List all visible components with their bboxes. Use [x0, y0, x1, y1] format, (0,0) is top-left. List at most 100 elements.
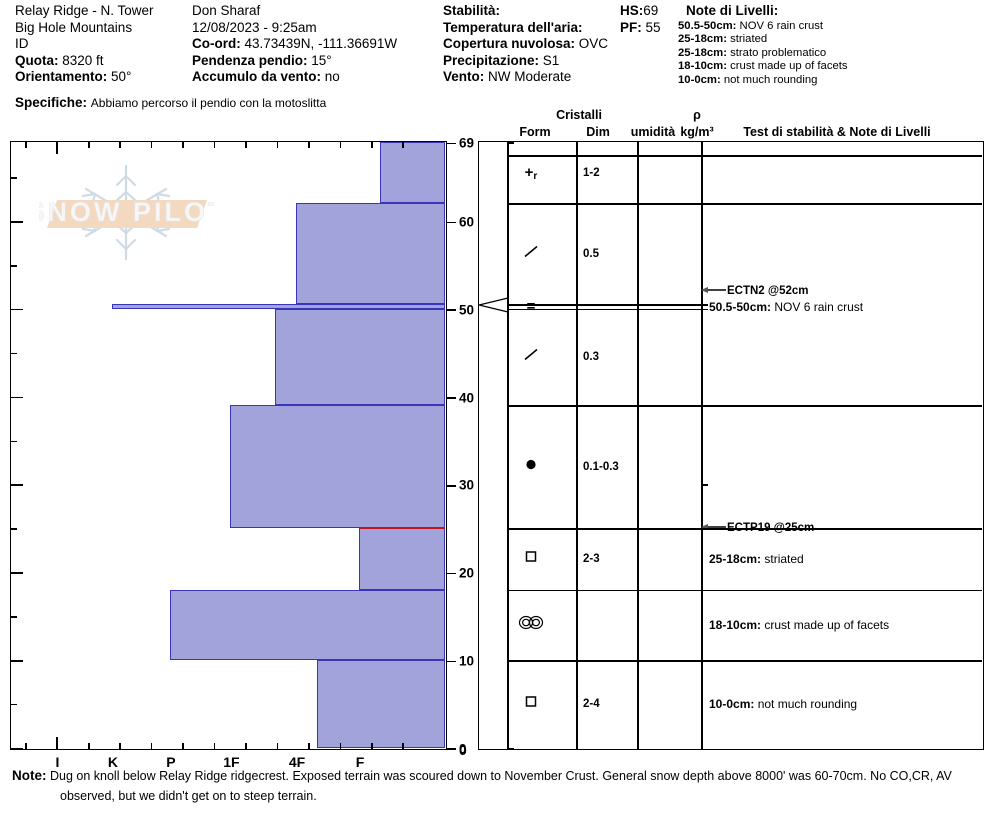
- site-name: Relay Ridge - N. Tower: [15, 3, 154, 18]
- header-comments-row: Specifiche: Abbiamo percorso il pendio c…: [15, 95, 326, 110]
- depth-axis-zero-label: 0: [459, 742, 467, 758]
- hardness-tick: [119, 142, 121, 148]
- precip-label: Precipitazione:: [443, 52, 540, 68]
- grain-form-icon: [523, 243, 539, 264]
- header-row: PF: 55: [620, 20, 661, 37]
- hardness-tick: [402, 142, 404, 148]
- notes-edge-tick: [701, 203, 708, 206]
- hardness-tick: [56, 142, 59, 154]
- notes-edge-tick: [701, 304, 708, 307]
- depth-axis-label: 50: [459, 302, 475, 318]
- sky-cover-label: Copertura nuvolosa:: [443, 36, 576, 52]
- observation-datetime: 12/08/2023 - 9:25am: [192, 19, 317, 35]
- header-row: Co-ord: 43.73439N, -111.36691W: [192, 36, 397, 53]
- sky-cover-value: OVC: [578, 36, 609, 52]
- hardness-tick: [402, 743, 404, 749]
- header-layer-notes: Note di Livelli: 50.5-50cm: NOV 6 rain c…: [678, 3, 848, 88]
- layer-note-item: 25-18cm: strato problematico: [678, 47, 848, 61]
- note-range: 10-0cm:: [678, 73, 721, 86]
- layer-note-text: NOV 6 rain crust: [774, 299, 864, 314]
- hardness-bar: [359, 528, 445, 590]
- hardness-bar: [275, 308, 445, 406]
- hardness-tick: [25, 142, 27, 148]
- stability-test-label: ECTP19 @25cm: [727, 522, 815, 535]
- header-column-weather: Stabilità: Temperatura dell'aria: Copert…: [443, 3, 608, 86]
- header-row: Copertura nuvolosa: OVC: [443, 36, 608, 53]
- header-row: HS:69: [620, 3, 661, 20]
- wind-value: NW Moderate: [488, 69, 572, 85]
- depth-tick-left: [11, 308, 23, 311]
- layer-edge-tick: [507, 308, 514, 311]
- layer-note-text: not much rounding: [757, 696, 858, 711]
- grain-size-cell: 2-4: [583, 697, 600, 710]
- th-tests-notes: Test di stabilità & Note di Livelli: [743, 125, 931, 139]
- layer-note-text: crust made up of facets: [764, 617, 890, 632]
- th-dim: Dim: [586, 125, 610, 139]
- hardness-tick: [150, 142, 153, 148]
- layer-boundary-notes: [701, 405, 982, 407]
- layer-boundary-notes: [701, 660, 982, 662]
- note-text: NOV 6 rain crust: [739, 19, 824, 32]
- layer-boundary-notes: [701, 589, 982, 592]
- notes-edge-tick: [701, 308, 708, 311]
- layer-boundary: [507, 308, 701, 311]
- grain-form-icon: [518, 614, 544, 635]
- note-text: not much rounding: [723, 73, 818, 86]
- hardness-tick: [213, 142, 216, 148]
- hardness-bar: [111, 304, 445, 309]
- layer-note-row: 10-0cm: not much rounding: [709, 697, 857, 711]
- slope-angle-value: 15°: [311, 52, 332, 68]
- th-rho-units: kg/m³: [680, 125, 714, 139]
- hardness-tick: [339, 142, 342, 148]
- aspect-value: 50°: [111, 69, 132, 85]
- note-text: crust made up of facets: [730, 60, 848, 73]
- layer-note-item: 18-10cm: crust made up of facets: [678, 60, 848, 74]
- depth-tick: [447, 309, 456, 311]
- arrow-left-icon: [701, 287, 726, 294]
- hardness-tick: [213, 743, 216, 749]
- layer-boundary: [507, 304, 701, 307]
- hardness-axis-label: 1F: [223, 754, 240, 770]
- depth-axis-label: 10: [459, 653, 475, 669]
- depth-tick: [447, 485, 456, 487]
- depth-tick-left: [11, 572, 23, 574]
- depth-axis-label: 0: [459, 741, 467, 757]
- layer-edge-tick: [507, 528, 514, 530]
- coord-value: 43.73439N, -111.36691W: [244, 36, 398, 52]
- layer-note-text: striated: [764, 552, 804, 567]
- hardness-axis-label: K: [107, 754, 118, 770]
- depth-tick: [447, 572, 456, 575]
- notes-edge-tick: [701, 528, 708, 530]
- hardness-tick: [370, 743, 373, 749]
- hardness-axis-label: I: [55, 754, 60, 770]
- hardness-tick: [276, 142, 279, 148]
- layer-note-row: 50.5-50cm: NOV 6 rain crust: [709, 300, 863, 314]
- hs-label: HS:: [620, 3, 644, 18]
- watermark-text: SNOW PILOT: [39, 197, 214, 227]
- note-range: 25-18cm:: [678, 33, 727, 46]
- layer-boundary-notes: [701, 528, 982, 530]
- header-row: Accumulo da vento: no: [192, 69, 397, 86]
- layer-boundary: [507, 405, 701, 407]
- notes-edge-tick: [701, 484, 708, 486]
- layer-edge-tick: [507, 142, 514, 144]
- state-id: ID: [15, 36, 29, 52]
- header-row: Vento: NW Moderate: [443, 69, 608, 86]
- crust-marker: [359, 527, 445, 530]
- wind-loading-value: no: [324, 69, 340, 85]
- hardness-tick: [150, 743, 153, 749]
- grain-form-icon: [523, 347, 539, 368]
- table-top-edge: [507, 155, 982, 157]
- hardness-axis-label: P: [166, 754, 176, 770]
- depth-tick-left: [11, 747, 23, 750]
- th-rho: ρ: [693, 108, 701, 122]
- hardness-bar: [379, 142, 445, 204]
- observer-name: Don Sharaf: [192, 3, 261, 18]
- grain-size-cell: 0.3: [583, 351, 599, 364]
- depth-tick-left: [11, 396, 23, 399]
- layers-table: +r 1-2 0.5 = 0.3 0.1-0.3 2-3 2-4 ECTN2 @52cm ECTP…: [478, 141, 984, 750]
- notes-edge-tick: [701, 660, 708, 662]
- th-form: Form: [519, 125, 551, 139]
- grain-form-icon: [524, 694, 538, 713]
- header-column-location: Relay Ridge - N. Tower Big Hole Mountain…: [15, 3, 154, 86]
